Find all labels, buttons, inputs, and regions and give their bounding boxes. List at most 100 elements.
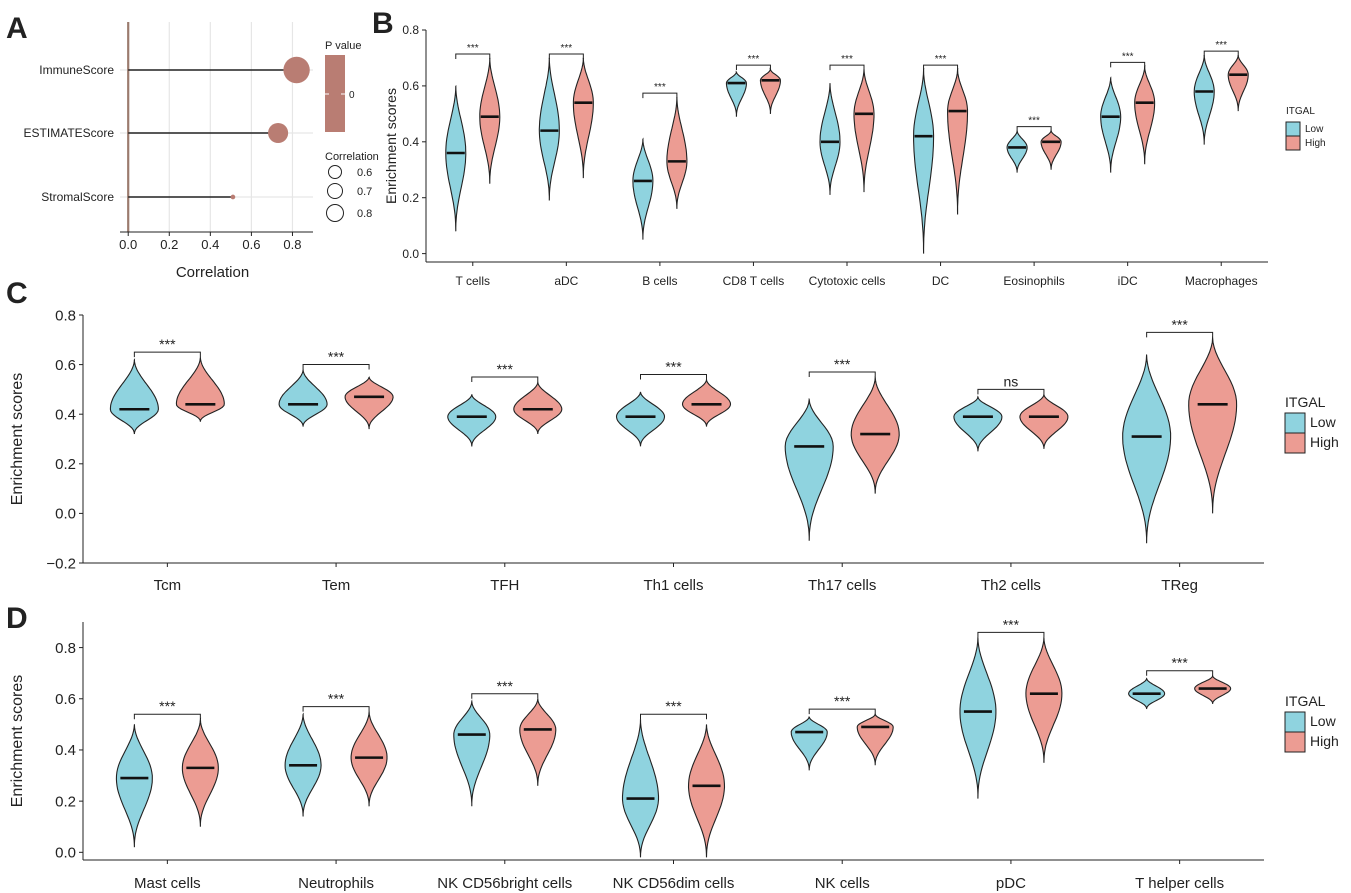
panel-c-legend-label-high: High (1310, 434, 1339, 450)
panel-d-x-tick-label-nk-cd56bright-cells: NK CD56bright cells (437, 875, 572, 892)
panel-b-significance-label: *** (1122, 51, 1134, 62)
panel-d-violin-high (181, 717, 219, 827)
panel-b-significance-bracket (1016, 126, 1052, 132)
panel-b-significance-bracket (1110, 61, 1146, 68)
panel-c-x-tick-label-th17-cells: Th17 cells (808, 577, 876, 594)
panel-d-significance-label: *** (1171, 655, 1188, 671)
panel-c-violin-chart: −0.2 0.0 0.2 0.4 0.6 0.8 Enrichment scores Tcm *… (9, 307, 1339, 594)
panel-letter-b: B (372, 7, 394, 40)
panel-c-violin-high (344, 376, 394, 430)
panel-d-violin-high (519, 698, 557, 786)
panel-b-significance-label: *** (654, 82, 666, 93)
panel-c-y-tick-label: 0.2 (55, 456, 76, 473)
panel-b-x-tick-label-eosinophils: Eosinophils (1003, 274, 1064, 288)
panel-b-significance-label: *** (560, 43, 572, 54)
panel-d-y-axis-label: Enrichment scores (9, 675, 26, 808)
panel-c-significance-bracket (808, 371, 876, 377)
panel-d-violin-low (621, 719, 660, 858)
panel-d-significance-label: *** (159, 698, 176, 714)
panel-b-significance-label: *** (935, 54, 947, 65)
panel-c-legend-title: ITGAL (1285, 394, 1326, 410)
panel-b-violin-low (725, 70, 747, 117)
panel-d-legend-label-high: High (1310, 733, 1339, 749)
panel-d-y-tick-label: 0.0 (55, 845, 76, 862)
panel-a-x-tick-label: 0.4 (201, 237, 219, 252)
panel-c-violin-low (784, 397, 834, 541)
panel-b-y-tick-label: 0.0 (402, 247, 419, 261)
panel-b-legend-key-low (1285, 121, 1301, 137)
panel-a-x-tick-label: 0.6 (242, 237, 260, 252)
panel-a-x-tick-label: 0.0 (119, 237, 137, 252)
panel-d-y-tick-label: 0.4 (55, 742, 76, 759)
panel-b-significance-label: *** (467, 43, 479, 54)
panel-c-x-tick-label-th2-cells: Th2 cells (981, 577, 1041, 594)
panel-d-violin-low (453, 699, 491, 807)
panel-c-x-tick-label-tem: Tem (322, 577, 350, 594)
panel-d-significance-label: *** (1003, 616, 1020, 632)
panel-d-violin-high (350, 711, 388, 807)
panel-letter-d: D (6, 602, 28, 635)
panel-b-violin-high (759, 67, 781, 114)
panel-c-x-tick-label-treg: TReg (1161, 577, 1198, 594)
panel-c-legend-key-high (1284, 432, 1306, 454)
panel-d-significance-bracket (640, 713, 707, 720)
panel-b-x-tick-label-adc: aDC (554, 274, 578, 288)
panel-c-significance-bracket (302, 364, 370, 370)
panel-a-legend-pvalue-tick: 0 (349, 90, 355, 101)
panel-d-x-tick-label-nk-cells: NK cells (815, 875, 870, 892)
panel-c-x-tick-label-th1-cells: Th1 cells (643, 577, 703, 594)
panel-b-significance-bracket (548, 53, 584, 59)
panel-c-significance-label: *** (328, 349, 345, 365)
panel-a-category-label: StromalScore (41, 190, 114, 204)
panel-c-violin-high (1188, 336, 1238, 514)
panel-c-y-tick-label: 0.0 (55, 506, 76, 523)
panel-b-significance-bracket (923, 64, 959, 71)
panel-d-significance-bracket (808, 708, 876, 715)
panel-b-y-tick-label: 0.8 (402, 23, 419, 37)
panel-a-legend-size-label: 0.7 (357, 186, 372, 198)
panel-b-violin-low (819, 83, 841, 195)
panel-b-violin-chart: 0.0 0.2 0.4 0.6 0.8 Enrichment scores T cells *… (383, 23, 1326, 288)
panel-a-legend-pvalue-title: P value (325, 40, 362, 52)
panel-b-violin-high (666, 96, 688, 209)
panel-b-x-tick-label-macrophages: Macrophages (1185, 274, 1258, 288)
panel-c-significance-bracket (977, 388, 1045, 395)
panel-b-violin-low (1193, 54, 1215, 145)
panel-c-violin-low (278, 369, 328, 427)
panel-b-significance-label: *** (841, 54, 853, 65)
panel-b-x-tick-label-b-cells: B cells (642, 274, 677, 288)
panel-b-legend-title: ITGAL (1286, 106, 1315, 117)
panel-a-legend-size-circle (327, 183, 343, 199)
panel-b-legend-key-high (1285, 135, 1301, 151)
panel-a-lollipop-dot (230, 194, 236, 200)
panel-b-y-axis-label: Enrichment scores (383, 88, 399, 204)
panel-b-significance-bracket (642, 92, 678, 99)
panel-d-violin-high (1025, 637, 1063, 763)
panel-d-x-tick-label-neutrophils: Neutrophils (298, 875, 374, 892)
panel-c-significance-label: *** (497, 361, 514, 377)
panel-b-violin-low (538, 57, 560, 201)
panel-d-significance-label: *** (328, 691, 345, 707)
panel-a-lollipop-chart: 0.0 0.2 0.4 0.6 0.8 Correlation ImmuneScore EST… (24, 22, 379, 281)
panel-b-violin-high (947, 67, 969, 215)
panel-c-significance-bracket (133, 351, 201, 358)
panel-b-legend-label-low: Low (1305, 124, 1324, 135)
panel-c-significance-label: ns (1004, 373, 1019, 389)
panel-c-violin-high (175, 356, 225, 422)
panel-d-y-tick-label: 0.2 (55, 793, 76, 810)
panel-d-significance-bracket (1146, 670, 1214, 676)
panel-c-significance-bracket (640, 373, 707, 380)
panel-b-violin-low (1006, 130, 1028, 173)
panel-d-significance-label: *** (665, 698, 682, 714)
panel-b-x-tick-label-t-cells: T cells (456, 274, 490, 288)
panel-b-x-tick-label-cytotoxic-cells: Cytotoxic cells (809, 274, 886, 288)
panel-b-violin-high (479, 57, 501, 184)
panel-d-x-tick-label-nk-cd56dim-cells: NK CD56dim cells (613, 875, 735, 892)
panel-c-x-tick-label-tfh: TFH (490, 577, 519, 594)
panel-b-x-tick-label-dc: DC (932, 274, 950, 288)
panel-b-significance-label: *** (1028, 116, 1040, 127)
panel-a-legend-size-label: 0.8 (357, 208, 372, 220)
panel-a-lollipop-dot (283, 56, 310, 84)
panel-d-x-tick-label-pdc: pDC (996, 875, 1026, 892)
panel-d-significance-label: *** (497, 678, 514, 694)
